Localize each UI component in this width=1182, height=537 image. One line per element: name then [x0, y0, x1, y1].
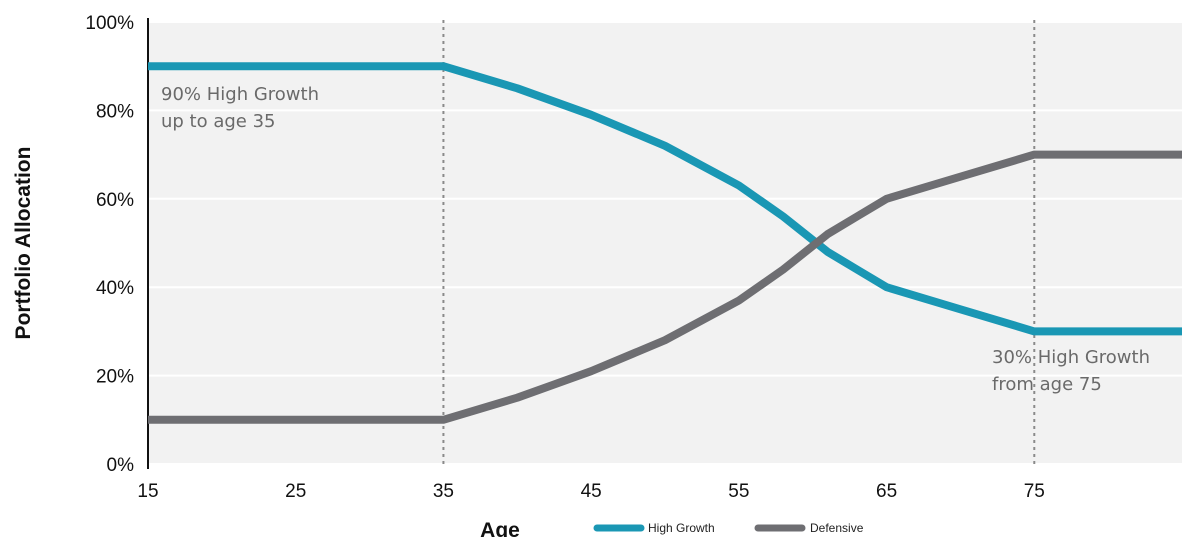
x-tick-label: 35 — [433, 481, 454, 502]
series-line-high-growth — [148, 62, 1182, 336]
annotation-line: from age 75 — [992, 374, 1102, 395]
y-axis-title: Portfolio Allocation — [12, 147, 35, 340]
x-axis-title: Age — [480, 519, 520, 537]
y-tick-label: 20% — [96, 367, 134, 388]
y-tick-label: 40% — [96, 278, 134, 299]
x-tick-label: 65 — [876, 481, 897, 502]
reference-lines — [442, 20, 1036, 468]
annotation-line: 90% High Growth — [161, 84, 319, 105]
gridlines — [148, 21, 1182, 465]
annotation-high-growth-start: 90% High Growth up to age 35 — [161, 84, 319, 132]
y-tick-label: 80% — [96, 101, 134, 122]
series-group — [148, 62, 1182, 424]
y-tick-label: 100% — [85, 13, 134, 34]
annotation-line: up to age 35 — [161, 111, 276, 132]
plot-area — [148, 22, 1182, 464]
y-tick-label: 60% — [96, 190, 134, 211]
legend-label-high-growth: High Growth — [648, 521, 715, 535]
x-tick-label: 45 — [581, 481, 602, 502]
legend: High Growth Defensive — [593, 521, 864, 535]
annotation-high-growth-end: 30% High Growth from age 75 — [992, 347, 1150, 395]
x-tick-label: 25 — [285, 481, 306, 502]
x-tick-label: 15 — [137, 481, 158, 502]
x-tick-label: 55 — [728, 481, 749, 502]
y-tick-labels: 0% 20% 40% 60% 80% 100% — [85, 13, 134, 476]
x-tick-label: 75 — [1024, 481, 1045, 502]
legend-label-defensive: Defensive — [810, 521, 864, 535]
series-line-defensive — [148, 150, 1182, 424]
x-tick-labels: 15 25 35 45 55 65 75 — [137, 481, 1044, 502]
annotation-line: 30% High Growth — [992, 347, 1150, 368]
y-tick-label: 0% — [107, 455, 135, 476]
